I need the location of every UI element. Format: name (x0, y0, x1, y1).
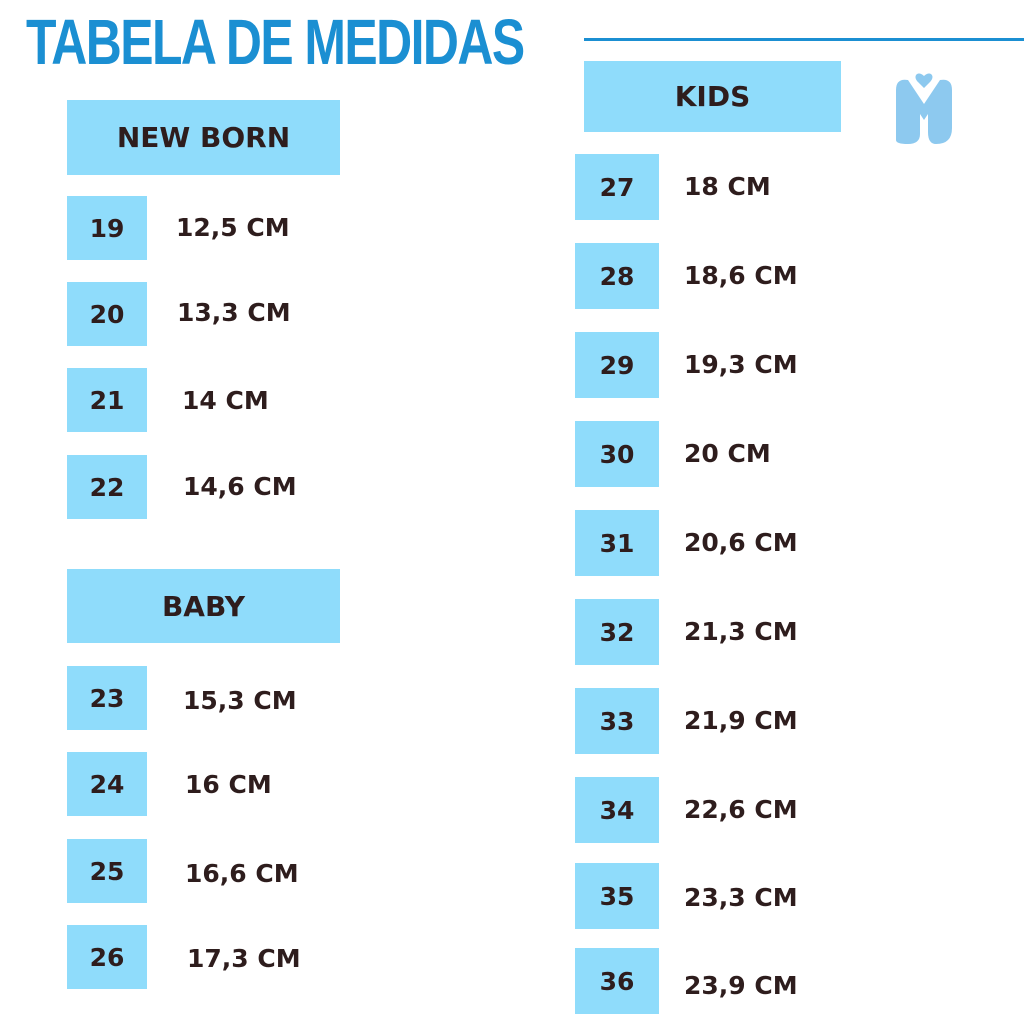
measure-text: 22,6 CM (684, 795, 798, 824)
measure-text: 15,3 CM (183, 686, 297, 715)
size-box: 35 (575, 863, 659, 929)
section-header-baby: BABY (67, 569, 340, 643)
size-box: 23 (67, 666, 147, 730)
measure-text: 14,6 CM (183, 472, 297, 501)
measure-text: 18,6 CM (684, 261, 798, 290)
size-box: 19 (67, 196, 147, 260)
measure-text: 17,3 CM (187, 944, 301, 973)
measure-text: 21,9 CM (684, 706, 798, 735)
size-box: 27 (575, 154, 659, 220)
section-header-new-born: NEW BORN (67, 100, 340, 175)
page-title: TABELA DE MEDIDAS (26, 6, 525, 78)
size-box: 22 (67, 455, 147, 519)
measure-text: 20 CM (684, 439, 771, 468)
size-box: 21 (67, 368, 147, 432)
size-box: 33 (575, 688, 659, 754)
measure-text: 20,6 CM (684, 528, 798, 557)
measure-text: 23,9 CM (684, 971, 798, 1000)
measure-text: 21,3 CM (684, 617, 798, 646)
size-box: 26 (67, 925, 147, 989)
measure-text: 16,6 CM (185, 859, 299, 888)
measure-text: 23,3 CM (684, 883, 798, 912)
size-box: 36 (575, 948, 659, 1014)
measure-text: 14 CM (182, 386, 269, 415)
size-box: 34 (575, 777, 659, 843)
measure-text: 16 CM (185, 770, 272, 799)
size-box: 32 (575, 599, 659, 665)
measure-text: 12,5 CM (176, 213, 290, 242)
measure-text: 13,3 CM (177, 298, 291, 327)
size-box: 30 (575, 421, 659, 487)
measure-text: 19,3 CM (684, 350, 798, 379)
size-box: 31 (575, 510, 659, 576)
size-box: 28 (575, 243, 659, 309)
section-header-kids: KIDS (584, 61, 841, 132)
size-box: 20 (67, 282, 147, 346)
measure-text: 18 CM (684, 172, 771, 201)
size-box: 29 (575, 332, 659, 398)
size-box: 24 (67, 752, 147, 816)
size-box: 25 (67, 839, 147, 903)
brand-logo-icon (888, 70, 960, 154)
title-divider (584, 38, 1024, 41)
